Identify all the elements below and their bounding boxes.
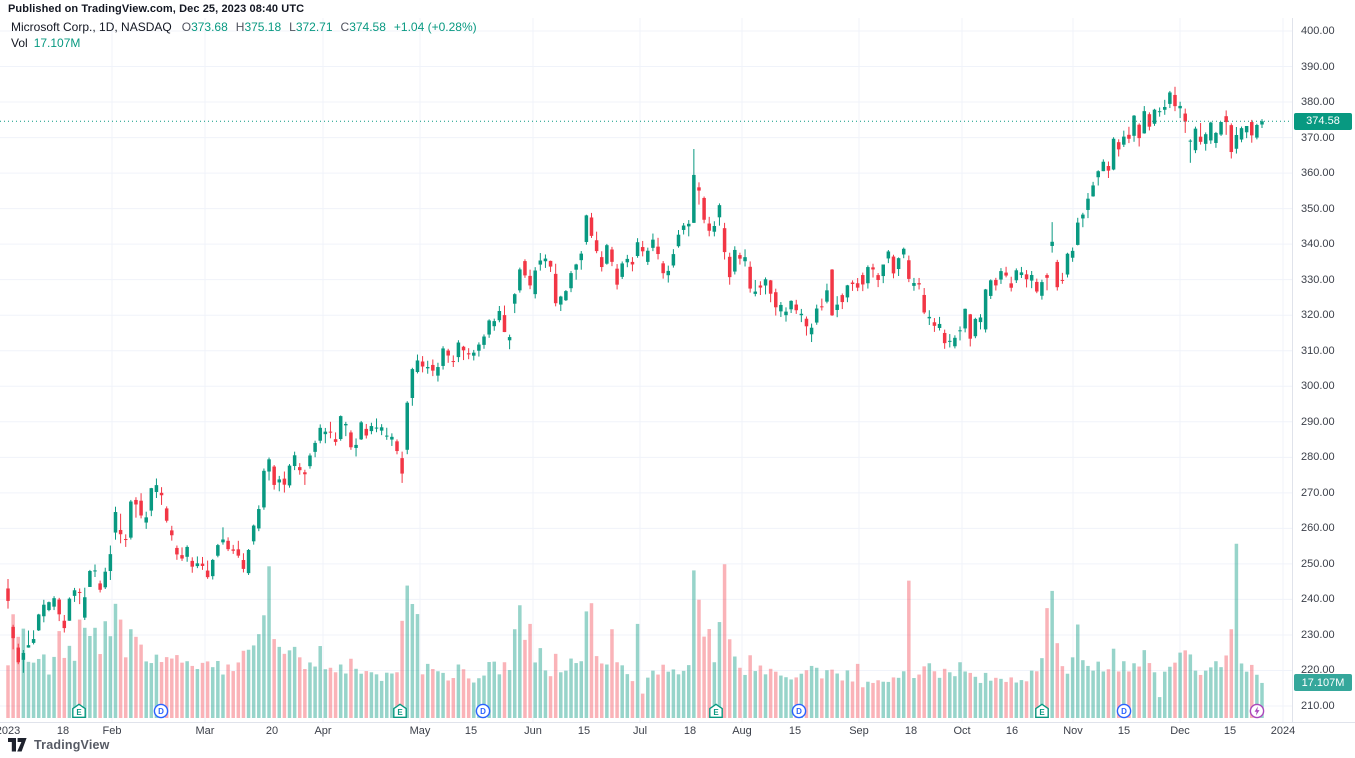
tradingview-brand-link[interactable]: TradingView — [8, 738, 110, 752]
svg-text:D: D — [480, 707, 486, 716]
time-tick-label: Nov — [1063, 725, 1083, 737]
volume-series — [6, 543, 1264, 719]
price-tick-label: 340.00 — [1301, 238, 1335, 251]
dividend-badge[interactable]: D — [791, 703, 807, 719]
time-tick-label: 20 — [265, 725, 279, 737]
grid — [0, 18, 1292, 722]
last-price-badge: 374.58 — [1294, 112, 1352, 130]
volume-legend: Vol 17.107M — [11, 36, 80, 50]
time-tick-label: Mar — [195, 725, 215, 737]
time-tick-label: 15 — [788, 725, 802, 737]
published-caption: Published on TradingView.com, Dec 25, 20… — [8, 3, 305, 15]
price-tick-label: 230.00 — [1301, 628, 1335, 641]
time-tick-label: Aug — [732, 725, 752, 737]
price-tick-label: 370.00 — [1301, 131, 1335, 144]
tradingview-brand-text: TradingView — [34, 738, 110, 752]
time-tick-label: Oct — [953, 725, 971, 737]
time-tick-label: 15 — [1223, 725, 1237, 737]
dividend-badge[interactable]: D — [153, 703, 169, 719]
price-tick-label: 240.00 — [1301, 593, 1335, 606]
svg-text:E: E — [397, 708, 403, 717]
price-tick-label: 220.00 — [1301, 664, 1335, 677]
time-tick-label: Dec — [1170, 725, 1190, 737]
ohlc-open: O373.68 — [181, 20, 228, 34]
price-tick-label: 330.00 — [1301, 273, 1335, 286]
time-tick-label: Jun — [524, 725, 542, 737]
tradingview-logo-icon — [8, 738, 27, 752]
svg-text:E: E — [713, 708, 719, 717]
price-axis-separator — [1292, 18, 1293, 722]
earnings-badge[interactable]: E — [1034, 703, 1050, 719]
time-tick-label: Feb — [102, 725, 122, 737]
price-tick-label: 300.00 — [1301, 380, 1335, 393]
time-tick-label: 2024 — [1270, 725, 1296, 737]
svg-text:D: D — [1121, 707, 1127, 716]
last-volume-badge: 17.107M — [1294, 674, 1352, 692]
price-tick-label: 380.00 — [1301, 96, 1335, 109]
flash-badge[interactable] — [1249, 703, 1265, 719]
chart-canvas[interactable] — [0, 0, 1292, 722]
svg-text:D: D — [796, 707, 802, 716]
volume-label: Vol — [11, 36, 28, 50]
price-tick-label: 290.00 — [1301, 415, 1335, 428]
time-tick-label: 15 — [577, 725, 591, 737]
volume-value: 17.107M — [33, 36, 81, 50]
symbol-title: Microsoft Corp., 1D, NASDAQ — [11, 20, 172, 34]
ohlc-high: H375.18 — [235, 20, 282, 34]
earnings-badge[interactable]: E — [708, 703, 724, 719]
time-tick-label: May — [409, 725, 431, 737]
time-tick-label: 18 — [683, 725, 697, 737]
time-tick-label: Jul — [632, 725, 648, 737]
svg-text:E: E — [76, 708, 82, 717]
time-tick-label: Sep — [849, 725, 869, 737]
time-tick-label: 18 — [56, 725, 70, 737]
time-tick-label: Apr — [314, 725, 332, 737]
dividend-badge[interactable]: D — [1116, 703, 1132, 719]
price-tick-label: 250.00 — [1301, 557, 1335, 570]
time-tick-label: 2023 — [0, 725, 21, 737]
price-tick-label: 400.00 — [1301, 25, 1335, 37]
price-tick-label: 390.00 — [1301, 60, 1335, 73]
time-tick-label: 15 — [1117, 725, 1131, 737]
price-tick-label: 350.00 — [1301, 202, 1335, 215]
earnings-badge[interactable]: E — [392, 703, 408, 719]
time-tick-label: 15 — [464, 725, 478, 737]
time-axis-separator — [0, 722, 1355, 723]
ohlc-low: L372.71 — [289, 20, 333, 34]
price-tick-label: 260.00 — [1301, 522, 1335, 535]
svg-text:D: D — [158, 707, 164, 716]
candlestick-series — [6, 86, 1264, 673]
price-tick-label: 270.00 — [1301, 486, 1335, 499]
price-tick-label: 280.00 — [1301, 451, 1335, 464]
earnings-badge[interactable]: E — [71, 703, 87, 719]
time-tick-label: 16 — [1005, 725, 1019, 737]
price-tick-label: 310.00 — [1301, 344, 1335, 357]
price-tick-label: 360.00 — [1301, 167, 1335, 180]
svg-text:E: E — [1039, 708, 1045, 717]
price-tick-label: 320.00 — [1301, 309, 1335, 322]
change-value: +1.04 (+0.28%) — [393, 20, 477, 34]
time-tick-label: 18 — [904, 725, 918, 737]
symbol-legend: Microsoft Corp., 1D, NASDAQ O373.68 H375.1… — [11, 20, 477, 34]
ohlc-close: C374.58 — [340, 20, 386, 34]
price-tick-label: 210.00 — [1301, 700, 1335, 712]
dividend-badge[interactable]: D — [475, 703, 491, 719]
